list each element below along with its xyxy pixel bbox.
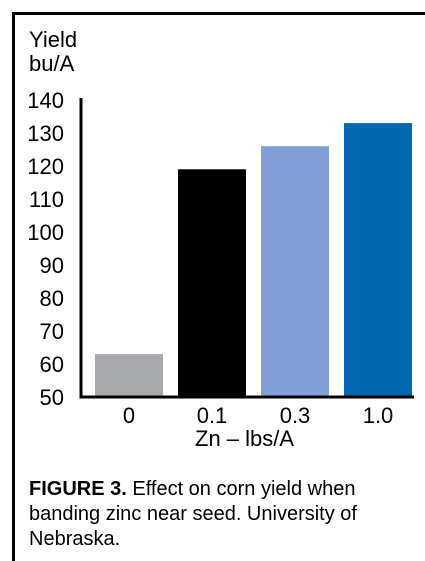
caption-line-1-text: Effect on corn yield when [126,478,356,500]
frame-top-rule [12,12,425,15]
x-tick-label: 0.3 [280,403,311,428]
x-tick-label: 0.1 [197,403,228,428]
y-tick-label: 90 [40,253,64,278]
caption-line-1: FIGURE 3. Effect on corn yield when [29,477,421,502]
figure-caption: FIGURE 3. Effect on corn yield when band… [29,477,421,552]
caption-line-3: Nebraska. [29,528,121,550]
y-axis-label: Yield bu/A [29,28,77,76]
caption-line-2: banding zinc near seed. University of [29,503,357,525]
y-tick-label: 80 [40,286,64,311]
caption-figure-label: FIGURE 3. [29,478,127,500]
y-tick-label: 130 [27,121,64,146]
y-axis-label-line-2: bu/A [29,51,75,76]
y-axis-label-line-1: Yield [29,27,78,52]
y-tick-label: 60 [40,352,64,377]
bar-0 [95,354,163,396]
bar-1.0 [344,123,412,396]
y-tick-label: 110 [29,187,64,212]
y-tick-label: 50 [40,385,64,410]
bar-0.3 [261,146,329,396]
x-axis-label: Zn – lbs/A [195,426,295,451]
frame-left-rule [12,12,15,561]
x-tick-label: 0 [123,403,135,428]
y-tick-label: 120 [27,154,64,179]
y-tick-label: 100 [27,220,64,245]
y-tick-label: 140 [27,88,64,113]
y-tick-label: 70 [40,319,64,344]
bar-chart: 140 130 120 110 100 90 80 70 60 50 0 0.1 0.3 1.0 [27,88,414,428]
x-tick-label: 1.0 [363,403,394,428]
bar-0.1 [178,169,246,396]
